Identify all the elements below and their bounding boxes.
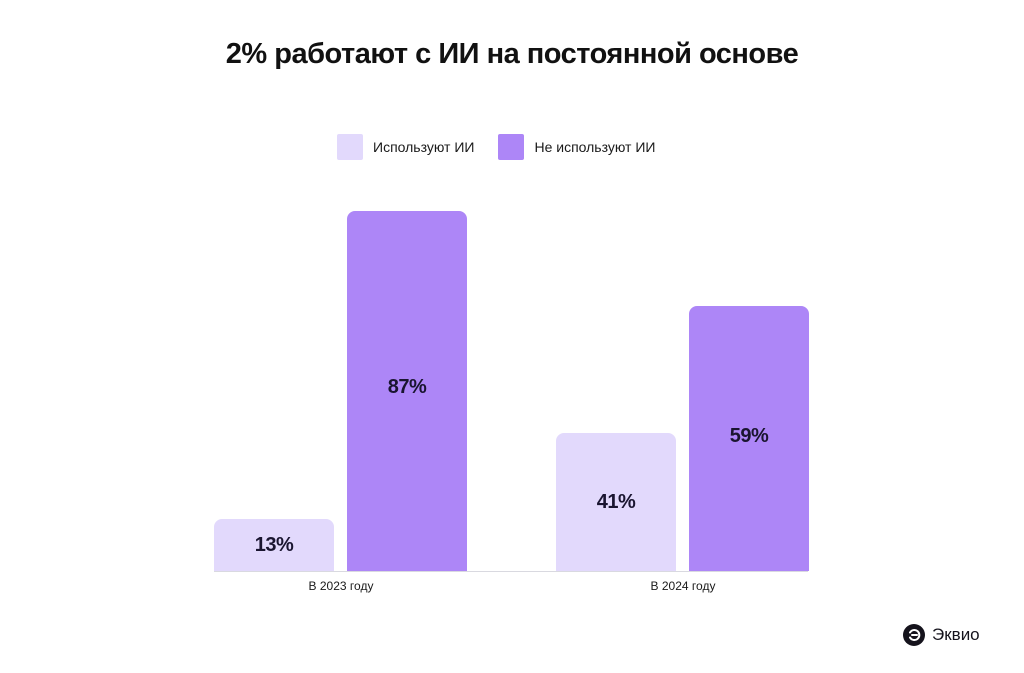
bar-value-label: 87%	[387, 375, 427, 398]
legend-swatch-use-ai	[337, 134, 363, 160]
brand-logo: Эквио	[903, 624, 980, 646]
category-label-2023: В 2023 году	[308, 579, 374, 593]
bar-2023-use-ai: 13%	[214, 519, 334, 571]
brand-name: Эквио	[932, 625, 980, 644]
brand-logo-icon	[903, 624, 925, 646]
legend-swatch-not-use-ai	[498, 134, 525, 160]
bar-value-label: 41%	[596, 490, 636, 513]
bar-2024-use-ai: 41%	[556, 433, 676, 571]
chart-title: 2% работают с ИИ на постоянной основе	[225, 38, 799, 70]
bar-value-label: 59%	[729, 425, 769, 447]
legend-item-not-use-ai: Не используют ИИ	[498, 134, 655, 160]
legend-label: Используют ИИ	[373, 139, 475, 155]
category-label-2024: В 2024 году	[650, 579, 716, 593]
bar-value-label: 13%	[254, 533, 294, 556]
bar-2024-not-use-ai: 59%	[689, 306, 809, 571]
legend: Используют ИИ Не используют ИИ	[337, 134, 679, 160]
bar-2023-not-use-ai: 87%	[347, 211, 467, 571]
legend-label: Не используют ИИ	[534, 139, 656, 155]
x-axis-baseline	[214, 571, 808, 572]
legend-item-use-ai: Используют ИИ	[337, 134, 474, 160]
